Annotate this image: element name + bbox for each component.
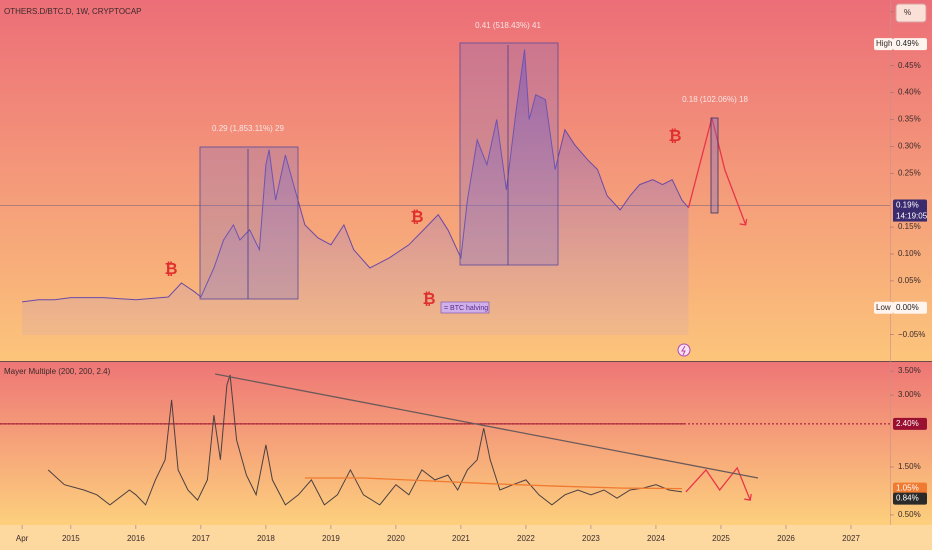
- x-tick-label: 2020: [387, 534, 405, 543]
- x-tick-label: 2026: [777, 534, 795, 543]
- price-tag: [893, 38, 927, 51]
- x-tick-label: 2017: [192, 534, 210, 543]
- arrow-head: [739, 218, 748, 226]
- symbol-title: OTHERS.D/BTC.D, 1W, CRYPTOCAP: [4, 7, 142, 16]
- x-tick-label: 2027: [842, 534, 860, 543]
- x-tick-label: 2023: [582, 534, 600, 543]
- x-tick-label: 2019: [322, 534, 340, 543]
- price-tag: [893, 492, 927, 505]
- measure-box: [710, 117, 719, 214]
- price-tag-label: 0.19%: [896, 201, 919, 210]
- tag-name: High: [876, 39, 892, 48]
- countdown-box: [893, 210, 927, 222]
- y-tick-label: 3.00%: [898, 390, 921, 399]
- y-tick-label: 0.45%: [898, 61, 921, 70]
- x-tick-label: 2022: [517, 534, 535, 543]
- indicator-title: Mayer Multiple (200, 200, 2.4): [4, 367, 111, 376]
- halving-legend-text: = BTC halving: [444, 305, 488, 312]
- y-tick-label: 0.25%: [898, 168, 921, 177]
- area-fill: [22, 49, 689, 335]
- x-tick-label: Apr: [16, 534, 29, 543]
- price-tag: [893, 482, 927, 495]
- x-tick-label: 2025: [712, 534, 730, 543]
- y-tick-label: 1.50%: [898, 462, 921, 471]
- x-tick-label: 2024: [647, 534, 665, 543]
- lightning-glyph: [681, 345, 686, 356]
- percent-button[interactable]: [895, 3, 927, 23]
- tag-box: [874, 301, 893, 314]
- x-tick-label: 2018: [257, 534, 275, 543]
- halving-icon: ₿: [164, 260, 177, 278]
- y-tick-label: −0.05%: [898, 330, 925, 339]
- price-tag-label: 0.00%: [896, 303, 919, 312]
- x-tick-label: 2015: [62, 534, 80, 543]
- y-tick-label: 0.35%: [898, 115, 921, 124]
- price-tag-label: 0.49%: [896, 39, 919, 48]
- arrow-head: [744, 493, 752, 501]
- y-tick-label: 0.05%: [898, 276, 921, 285]
- percent-button-label: %: [904, 8, 911, 17]
- series-line: [22, 49, 689, 303]
- y-tick-label: 0.30%: [898, 141, 921, 150]
- price-tag: [893, 417, 927, 430]
- measure-label: 0.41 (518.43%) 41: [475, 21, 541, 30]
- halving-icon: ₿: [668, 127, 681, 145]
- series-line: [47, 374, 683, 506]
- halving-legend-box: [440, 301, 490, 314]
- measure-label: 0.18 (102.06%) 18: [682, 95, 748, 104]
- price-tag: [893, 301, 927, 314]
- price-tag-label: 2.40%: [896, 419, 919, 428]
- time-axis: [0, 525, 932, 550]
- price-tag: [893, 199, 927, 212]
- y-tick-label: 0.15%: [898, 222, 921, 231]
- indicator-pane: [0, 362, 932, 525]
- series-line: [304, 477, 683, 490]
- y-tick-label: 0.50%: [898, 510, 921, 519]
- measure-box: [459, 42, 559, 266]
- tag-box: [874, 38, 893, 51]
- y-tick-label: 0.40%: [898, 88, 921, 97]
- x-tick-label: 2016: [127, 534, 145, 543]
- y-tick-label: 3.50%: [898, 366, 921, 375]
- y-tick-label: 0.10%: [898, 249, 921, 258]
- measure-label: 0.29 (1,853.11%) 29: [212, 124, 284, 133]
- series-line: [215, 373, 759, 479]
- measure-box: [199, 146, 299, 300]
- halving-icon: ₿: [410, 208, 423, 226]
- price-tag-label: 0.84%: [896, 494, 919, 503]
- series-line: [687, 117, 747, 226]
- series-line: [685, 466, 751, 501]
- halving-legend-icon: ₿: [422, 290, 435, 308]
- tag-name: Low: [876, 303, 891, 312]
- price-tag-label: 1.05%: [896, 484, 919, 493]
- countdown: 14:19:05: [896, 212, 928, 221]
- lightning-icon[interactable]: [677, 343, 691, 357]
- x-tick-label: 2021: [452, 534, 470, 543]
